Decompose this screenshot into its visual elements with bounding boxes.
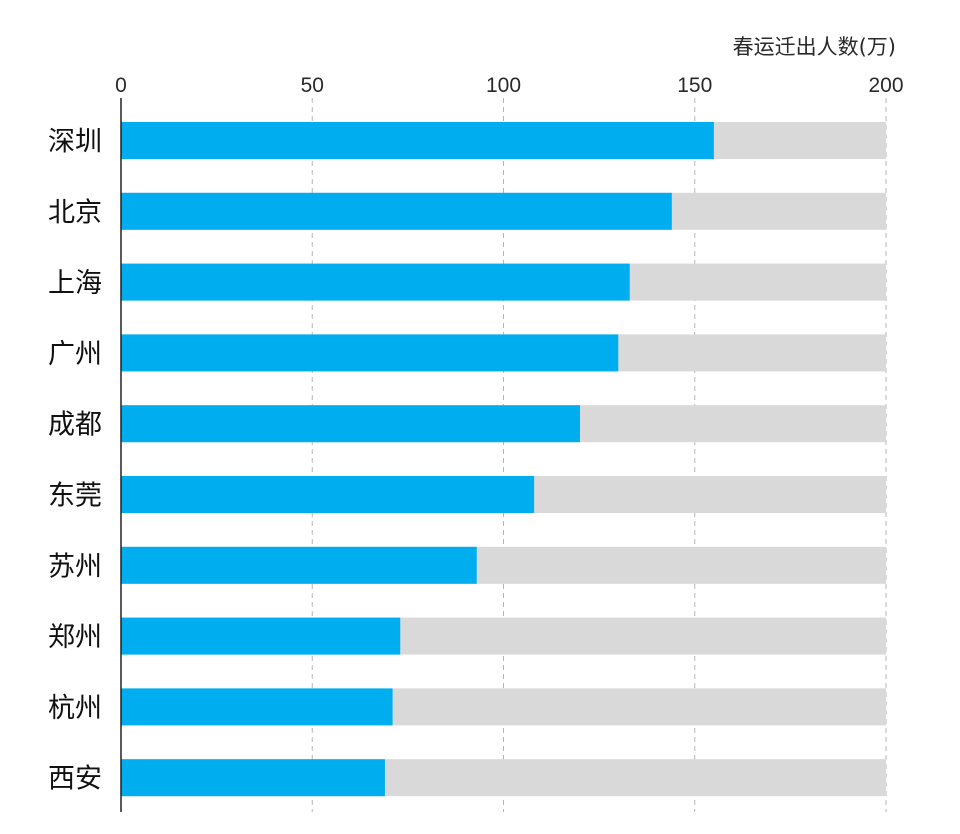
x-axis-title: 春运迁出人数(万) (733, 35, 896, 59)
category-label: 北京 (48, 197, 102, 228)
category-label: 郑州 (48, 622, 102, 653)
bar (121, 546, 477, 584)
x-tick-label: 100 (486, 74, 521, 97)
category-label: 深圳 (48, 127, 102, 158)
x-tick-label: 200 (868, 74, 903, 97)
category-label: 苏州 (48, 551, 102, 582)
bars (121, 122, 714, 797)
bar (121, 617, 401, 655)
category-label: 广州 (48, 339, 102, 370)
x-tick-label: 0 (115, 74, 127, 97)
bar (121, 263, 630, 301)
bar (121, 334, 619, 372)
category-label: 成都 (48, 410, 102, 441)
category-label: 上海 (48, 268, 102, 299)
category-label: 杭州 (48, 693, 102, 724)
bar (121, 476, 535, 513)
x-tick-labels: 0 50 100 150 200 (115, 74, 903, 97)
bar (121, 122, 714, 159)
x-tick-label: 50 (301, 74, 324, 97)
category-label: 东莞 (48, 481, 102, 512)
category-label: 西安 (48, 764, 102, 795)
bar (121, 759, 385, 797)
x-tick-label: 150 (677, 74, 712, 97)
bar (121, 192, 672, 230)
bar (121, 405, 580, 443)
bar (121, 688, 393, 726)
